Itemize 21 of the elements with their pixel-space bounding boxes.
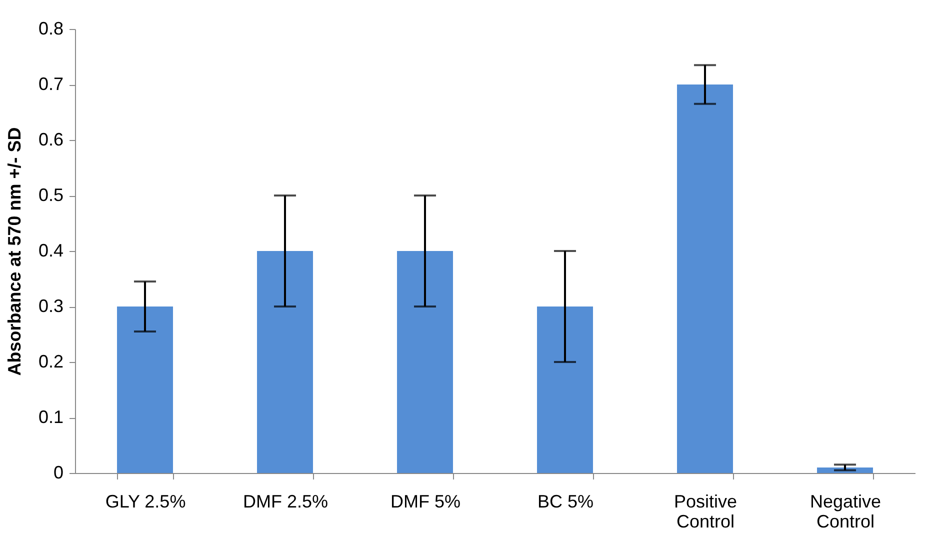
x-tick-label: Negative Control [810,492,882,532]
y-tick-label: 0.6 [38,130,64,150]
bar [677,84,733,473]
y-tick-label: 0.4 [38,240,64,260]
x-tick-label: DMF 5% [390,492,461,512]
bar [117,306,173,473]
y-tick-label: 0.3 [38,296,64,316]
y-tick-label: 0.7 [38,74,64,94]
x-tick-label: BC 5% [537,492,594,512]
y-tick-label: 0.1 [38,407,64,427]
bar [257,251,313,473]
y-tick-label: 0 [53,462,64,482]
x-tick-label: Positive Control [674,492,738,532]
y-tick-label: 0.8 [38,18,64,38]
x-tick-label: GLY 2.5% [105,492,186,512]
y-tick-label: 0.5 [38,185,64,205]
x-tick-label: DMF 2.5% [242,492,328,512]
y-axis-title: Absorbance at 570 nm +/- SD [4,127,24,376]
bar [537,306,593,473]
y-tick-label: 0.2 [38,352,64,372]
bar [397,251,453,473]
